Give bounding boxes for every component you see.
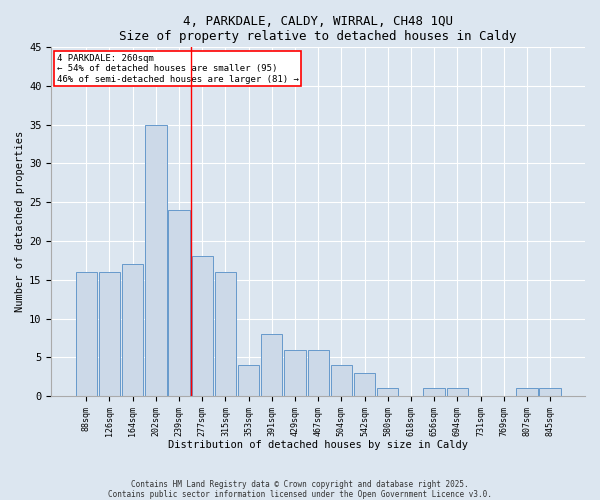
Bar [215, 272, 236, 396]
Bar [377, 388, 398, 396]
Bar [76, 272, 97, 396]
Bar [238, 365, 259, 396]
Bar [308, 350, 329, 396]
Bar [122, 264, 143, 396]
Bar [446, 388, 468, 396]
Text: 4 PARKDALE: 260sqm
← 54% of detached houses are smaller (95)
46% of semi-detache: 4 PARKDALE: 260sqm ← 54% of detached hou… [57, 54, 299, 84]
Bar [99, 272, 120, 396]
Y-axis label: Number of detached properties: Number of detached properties [15, 131, 25, 312]
Text: Contains HM Land Registry data © Crown copyright and database right 2025.
Contai: Contains HM Land Registry data © Crown c… [108, 480, 492, 499]
Bar [169, 210, 190, 396]
Bar [145, 124, 167, 396]
X-axis label: Distribution of detached houses by size in Caldy: Distribution of detached houses by size … [168, 440, 468, 450]
Bar [284, 350, 305, 396]
Bar [354, 373, 375, 396]
Bar [424, 388, 445, 396]
Title: 4, PARKDALE, CALDY, WIRRAL, CH48 1QU
Size of property relative to detached house: 4, PARKDALE, CALDY, WIRRAL, CH48 1QU Siz… [119, 15, 517, 43]
Bar [331, 365, 352, 396]
Bar [539, 388, 561, 396]
Bar [191, 256, 213, 396]
Bar [516, 388, 538, 396]
Bar [261, 334, 283, 396]
